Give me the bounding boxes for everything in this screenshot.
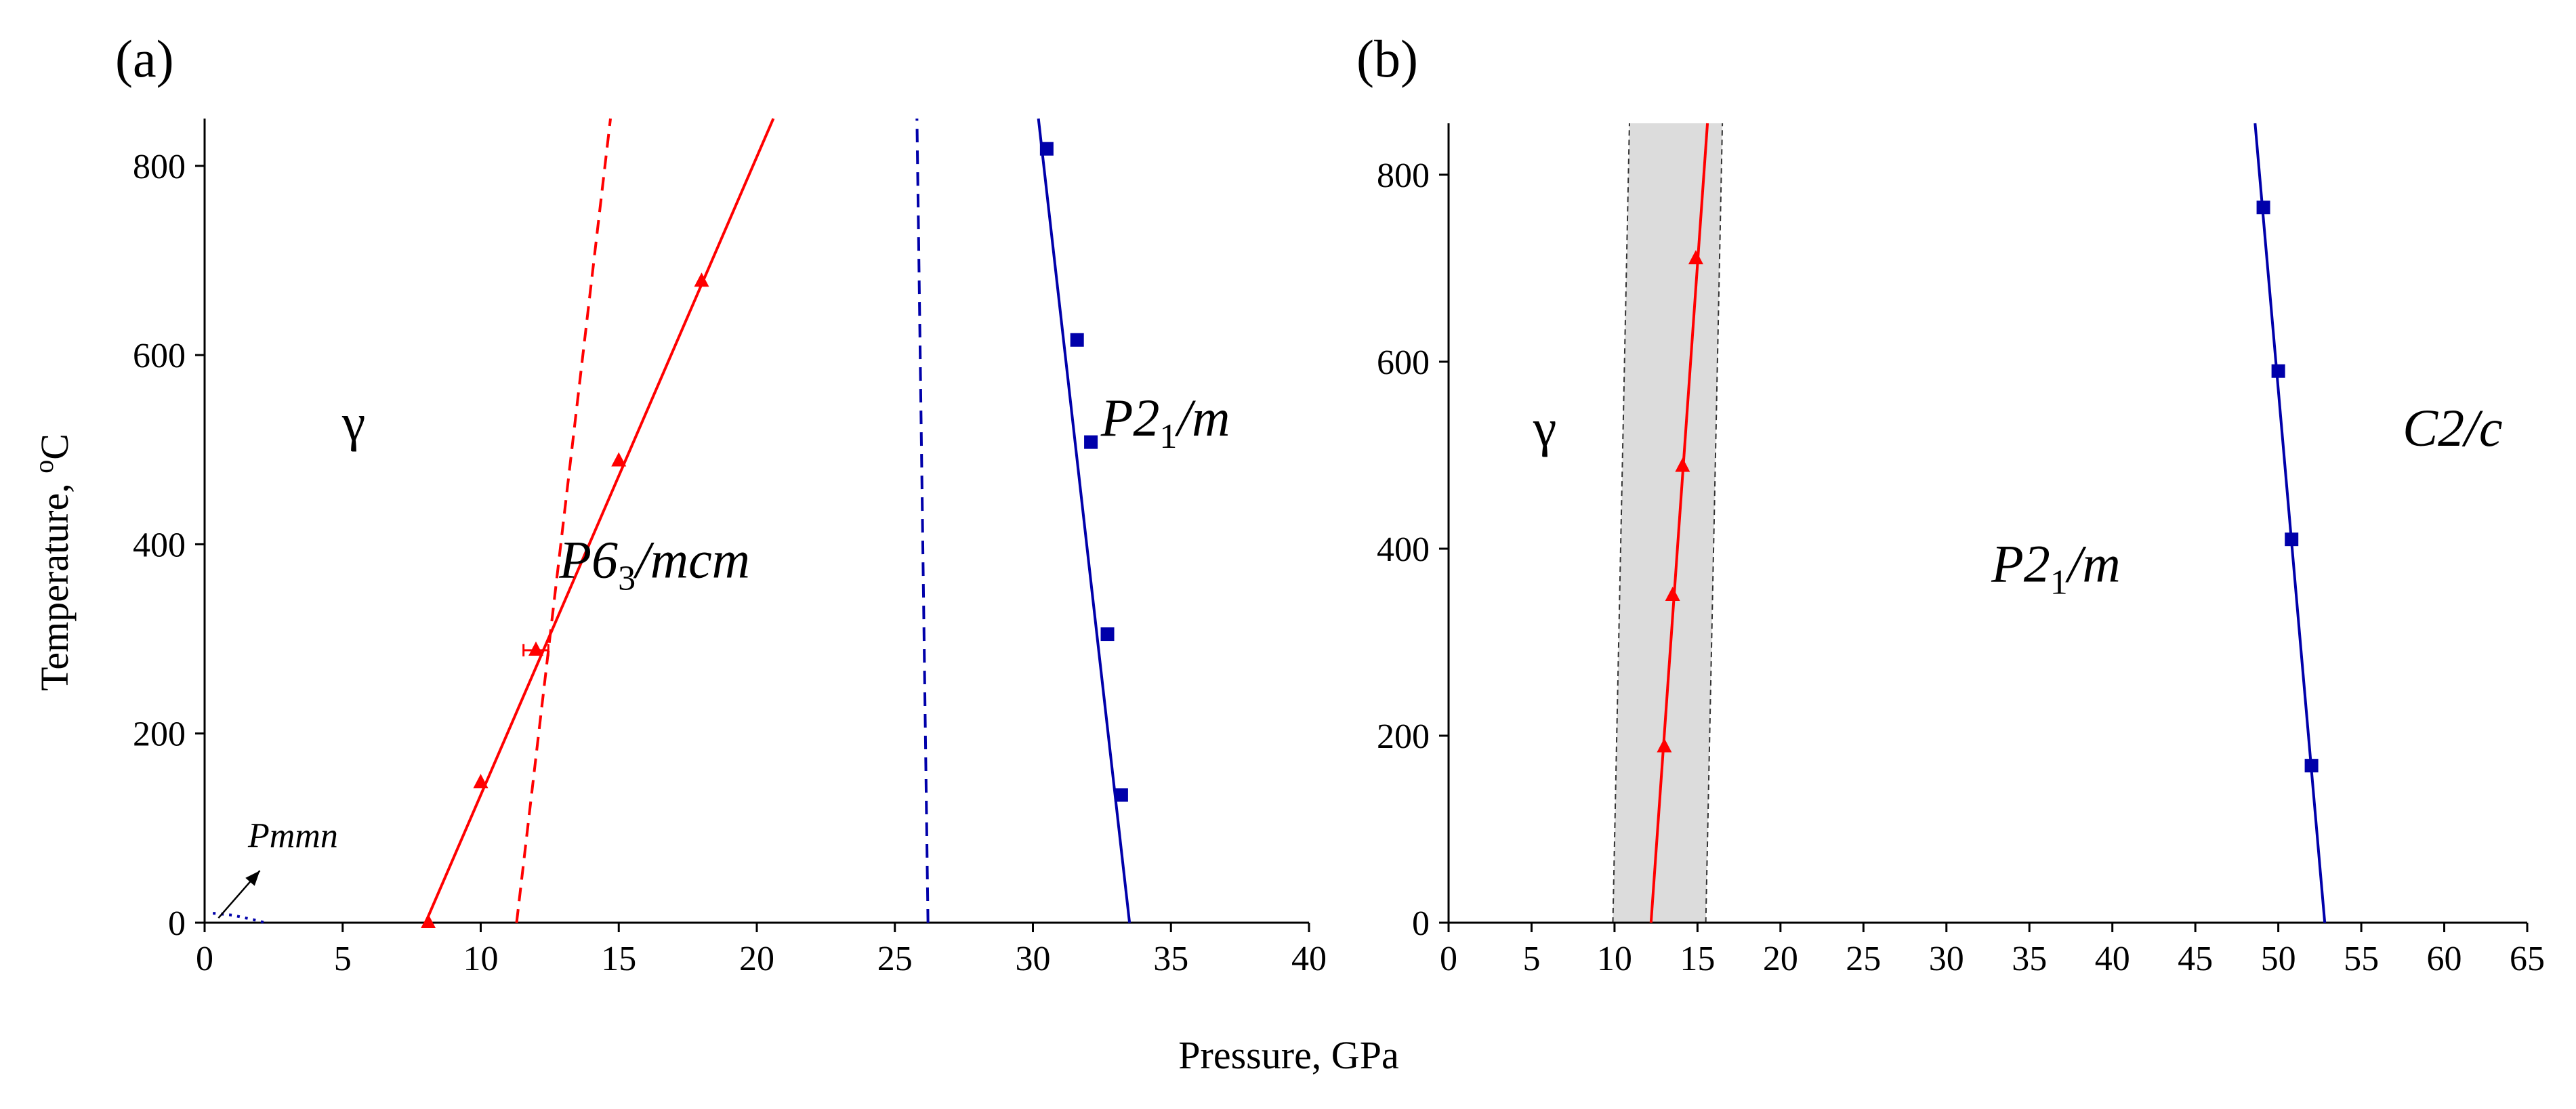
x-tick-label: 5 [1522, 940, 1540, 978]
phase-label-part: c [2479, 398, 2503, 457]
annotation-arrow-head [245, 871, 260, 886]
phase-label-part: 3 [618, 559, 636, 598]
x-tick-label: 40 [2095, 940, 2130, 978]
data-point-square [2304, 759, 2319, 773]
x-tick-label: 35 [2012, 940, 2047, 978]
y-tick-label: 200 [133, 715, 186, 754]
x-tick-label: 45 [2178, 940, 2213, 978]
data-point-triangle [1675, 457, 1690, 472]
x-tick-label: 25 [877, 940, 913, 978]
x-tick-label: 50 [2261, 940, 2296, 978]
data-point-triangle [421, 914, 436, 928]
data-point-square [1084, 435, 1098, 449]
y-tick-label: 600 [133, 337, 186, 375]
x-tick-label: 65 [2510, 940, 2545, 978]
data-point-square [2271, 364, 2285, 378]
data-point-square [2285, 532, 2299, 547]
phase-label-part: P6 [558, 530, 618, 589]
phase-label: γ [341, 393, 365, 452]
y-axis-title-unit: C [33, 434, 77, 460]
phase-label: Pmmn [247, 816, 338, 855]
x-tick-label: 20 [739, 940, 774, 978]
y-tick-label: 0 [168, 904, 186, 943]
x-tick-label: 15 [1680, 940, 1715, 978]
phase-label: P21/m [1100, 388, 1230, 456]
data-point-triangle [473, 774, 489, 789]
y-axis-title-a: Temperature, oC [28, 434, 77, 691]
x-tick-label: 30 [1016, 940, 1051, 978]
y-axis-title-degree: o [28, 460, 59, 474]
y-axis-title-main: Temperature, [33, 474, 77, 691]
data-point-square [1039, 142, 1054, 156]
x-tick-label: 25 [1846, 940, 1881, 978]
data-point-triangle [611, 452, 627, 467]
panel-label-b: (b) [1356, 29, 1418, 88]
data-point-triangle [1657, 738, 1672, 753]
phase-label-part: /mcm [633, 530, 750, 589]
data-point-triangle [1688, 250, 1703, 265]
phase-label: P21/m [1991, 534, 2121, 602]
band-edge-left [1612, 123, 1630, 923]
data-point-triangle [528, 641, 543, 656]
x-tick-label: 60 [2427, 940, 2462, 978]
series-line [515, 118, 612, 923]
x-tick-label: 40 [1291, 940, 1327, 978]
x-tick-label: 30 [1929, 940, 1964, 978]
phase-label-part: 1 [2050, 563, 2068, 602]
x-tick-label: 5 [334, 940, 352, 978]
y-tick-label: 400 [133, 526, 186, 564]
x-axis-title: Pressure, GPa [1178, 1033, 1398, 1077]
band-edge-right [1705, 123, 1724, 923]
chart-panel-b: 0 5 10 15 20 25 30 35 40 45 50 55 60 65 0 200 400 600 800 γ… [1377, 123, 2545, 978]
data-point-square [2256, 201, 2270, 215]
x-tick-label: 10 [463, 940, 499, 978]
phase-label-part: C2/ [2403, 398, 2483, 457]
x-tick-label: 35 [1153, 940, 1188, 978]
phase-label-part: P2 [1100, 388, 1160, 447]
x-tick-label: 20 [1763, 940, 1798, 978]
chart-panel-a: 0 5 10 15 20 25 30 35 400200400600800γP63/mcmP21… [133, 118, 1327, 978]
y-tick-label: 600 [1377, 343, 1430, 382]
series-line [915, 118, 930, 923]
x-tick-label: 0 [196, 940, 213, 978]
phase-label: P63/mcm [558, 530, 750, 598]
data-point-square [1114, 788, 1128, 802]
series-line [1037, 118, 1131, 923]
panel-label-a: (a) [115, 29, 174, 88]
data-point-triangle [1665, 586, 1680, 601]
y-tick-label: 800 [133, 148, 186, 186]
series-line [424, 118, 775, 923]
series-line [2253, 123, 2327, 923]
phase-label: C2/c [2403, 398, 2502, 457]
y-tick-label: 800 [1377, 156, 1430, 195]
y-tick-label: 200 [1377, 717, 1430, 756]
shaded-band [1613, 123, 1723, 923]
x-tick-label: 55 [2344, 940, 2379, 978]
data-point-square [1070, 333, 1084, 347]
phase-label-part: 1 [1159, 417, 1177, 456]
phase-label: γ [1533, 398, 1556, 457]
data-point-square [1100, 627, 1115, 642]
phase-label-part: /m [2065, 534, 2121, 593]
phase-label-part: /m [1174, 388, 1230, 447]
phase-label-part: P2 [1991, 534, 2050, 593]
x-tick-label: 0 [1440, 940, 1457, 978]
data-point-triangle [694, 272, 709, 287]
x-tick-label: 10 [1597, 940, 1632, 978]
y-tick-label: 0 [1412, 904, 1430, 943]
x-tick-label: 15 [601, 940, 636, 978]
y-tick-label: 400 [1377, 530, 1430, 569]
